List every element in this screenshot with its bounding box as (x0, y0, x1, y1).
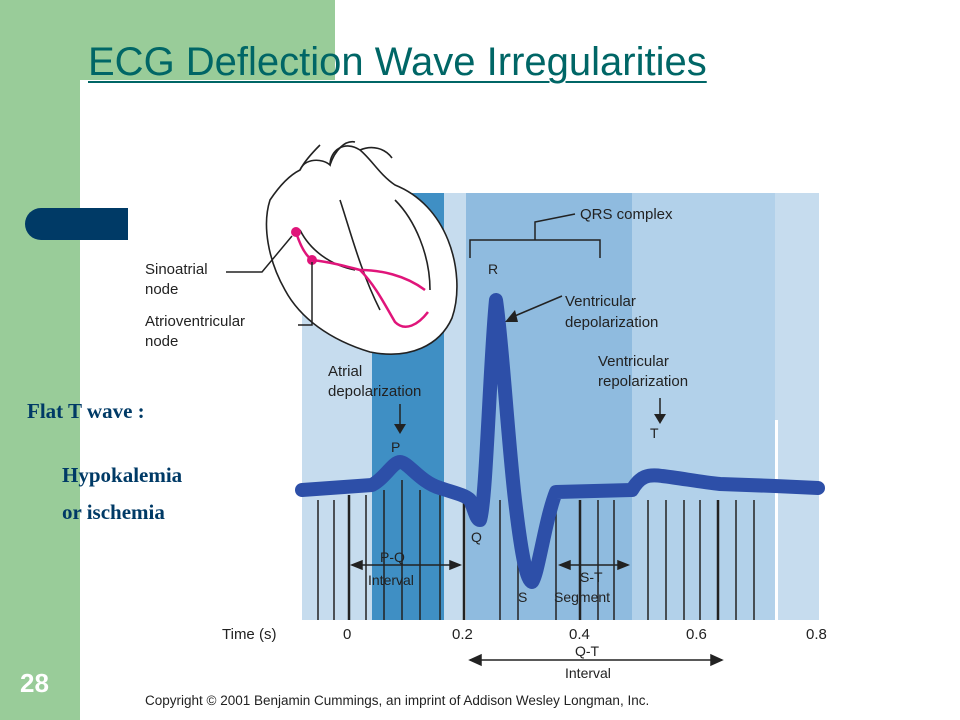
sinoatrial-label-1: Sinoatrial (145, 261, 208, 278)
copyright-text: Copyright © 2001 Benjamin Cummings, an i… (145, 693, 650, 708)
st-label-2: Segment (554, 589, 610, 605)
left-green-band (0, 0, 80, 720)
time-tick-2: 0.4 (569, 626, 590, 643)
time-tick-3: 0.6 (686, 626, 707, 643)
ecg-trace (295, 293, 825, 589)
atrial-label-1: Atrial (328, 363, 362, 380)
av-label-1: Atrioventricular (145, 313, 245, 330)
pq-label-1: P-Q (380, 549, 405, 565)
slide-title: ECG Deflection Wave Irregularities (88, 40, 707, 84)
cause-line-2: or ischemia (62, 500, 165, 524)
av-label-2: node (145, 333, 178, 350)
s-wave-label: S (518, 589, 527, 605)
time-tick-0: 0 (343, 626, 351, 643)
vent-dep-label-2: depolarization (565, 314, 658, 331)
r-wave-label: R (488, 261, 498, 277)
sinoatrial-label-2: node (145, 281, 178, 298)
white-divider (775, 420, 778, 620)
p-wave-label: P (391, 439, 400, 455)
sinoatrial-node-dot (291, 227, 301, 237)
top-green-band (80, 0, 335, 80)
grid-lines (317, 480, 755, 620)
time-tick-1: 0.2 (452, 626, 473, 643)
arrowheads (394, 310, 666, 434)
atrial-label-2: depolarization (328, 383, 421, 400)
vent-rep-label-2: repolarization (598, 373, 688, 390)
time-tick-4: 0.8 (806, 626, 827, 643)
interval-arrows (349, 559, 724, 667)
qt-label-1: Q-T (575, 643, 600, 659)
time-axis-label: Time (s) (222, 626, 276, 643)
slide-number: 28 (20, 668, 49, 698)
vent-rep-label-1: Ventricular (598, 353, 669, 370)
t-region (632, 193, 775, 620)
t-wave-label: T (650, 425, 659, 441)
pq-label-2: Interval (368, 572, 414, 588)
accent-bar (25, 208, 128, 240)
q-wave-label: Q (471, 529, 482, 545)
heart-illustration (265, 140, 458, 355)
leader-lines (226, 213, 661, 428)
qt-label-2: Interval (565, 665, 611, 681)
vent-dep-label-1: Ventricular (565, 293, 636, 310)
st-label-1: S-T (580, 569, 603, 585)
flat-t-wave-note: Flat T wave : (27, 399, 145, 423)
qrs-label: QRS complex (580, 206, 673, 223)
av-node-dot (307, 255, 317, 265)
cause-line-1: Hypokalemia (62, 463, 183, 487)
